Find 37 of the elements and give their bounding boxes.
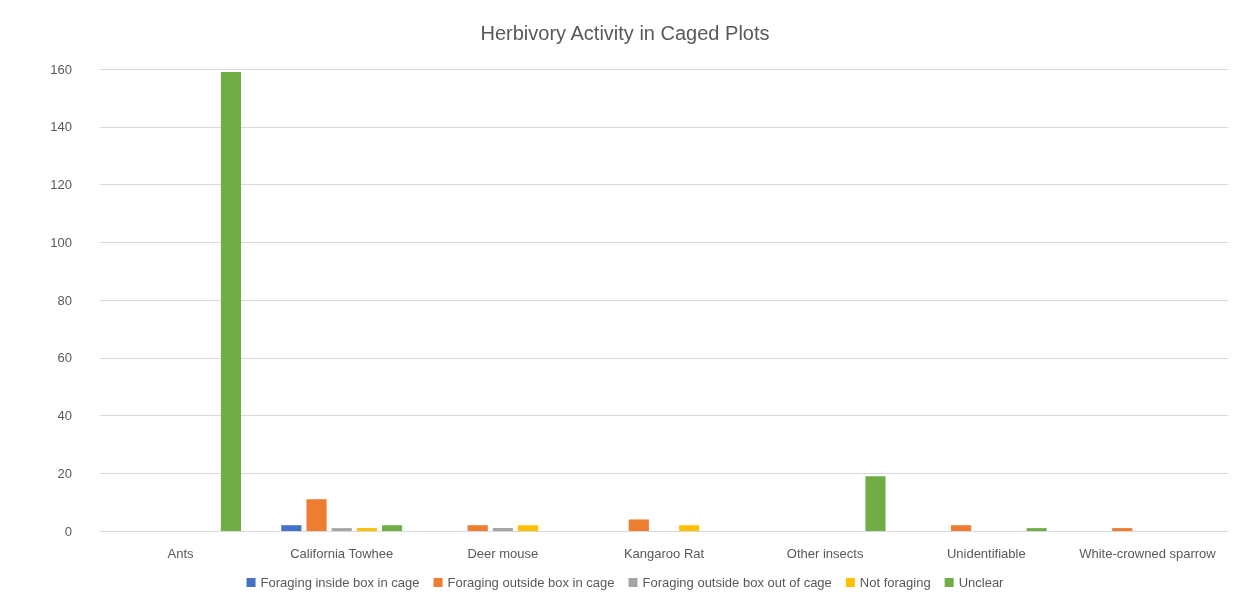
bar: [679, 525, 700, 531]
bar: [865, 476, 886, 531]
y-tick-label: 20: [57, 465, 72, 481]
legend-label: Foraging outside box in cage: [447, 575, 615, 590]
bar: [467, 525, 488, 531]
y-tick-label: 100: [50, 234, 72, 250]
x-tick-label: Other insects: [786, 546, 864, 561]
y-tick-label: 120: [50, 177, 72, 192]
legend-label: Unclear: [958, 575, 1005, 590]
y-tick-label: 160: [50, 61, 72, 77]
bar: [1112, 528, 1133, 531]
y-tick-label: 80: [57, 292, 72, 308]
bar: [331, 528, 352, 531]
bar: [382, 525, 403, 531]
bar: [1026, 528, 1047, 531]
bar: [517, 525, 539, 531]
x-tick-label: Unidentifiable: [946, 546, 1026, 561]
bar: [306, 499, 327, 531]
bar: [951, 525, 972, 531]
x-tick-label: California Towhee: [290, 546, 394, 561]
y-tick-label: 40: [57, 408, 72, 423]
x-tick-label: Deer mouse: [467, 546, 539, 561]
x-tick-label: Kangaroo Rat: [623, 546, 705, 561]
bar: [628, 519, 649, 531]
bar: [281, 525, 302, 531]
chart-title: Herbivory Activity in Caged Plots: [480, 22, 770, 44]
y-tick-label: 60: [57, 350, 72, 366]
bar: [492, 528, 513, 531]
y-tick-label: 0: [64, 523, 72, 539]
legend-label: Foraging inside box in cage: [260, 575, 420, 590]
x-tick-label: White-crowned sparrow: [1079, 546, 1217, 561]
legend-label: Foraging outside box out of cage: [642, 575, 832, 590]
x-tick-label: Ants: [167, 546, 195, 561]
legend-label: Not foraging: [859, 575, 931, 590]
bar: [220, 71, 241, 531]
bar: [356, 528, 377, 531]
y-tick-label: 140: [50, 119, 72, 135]
